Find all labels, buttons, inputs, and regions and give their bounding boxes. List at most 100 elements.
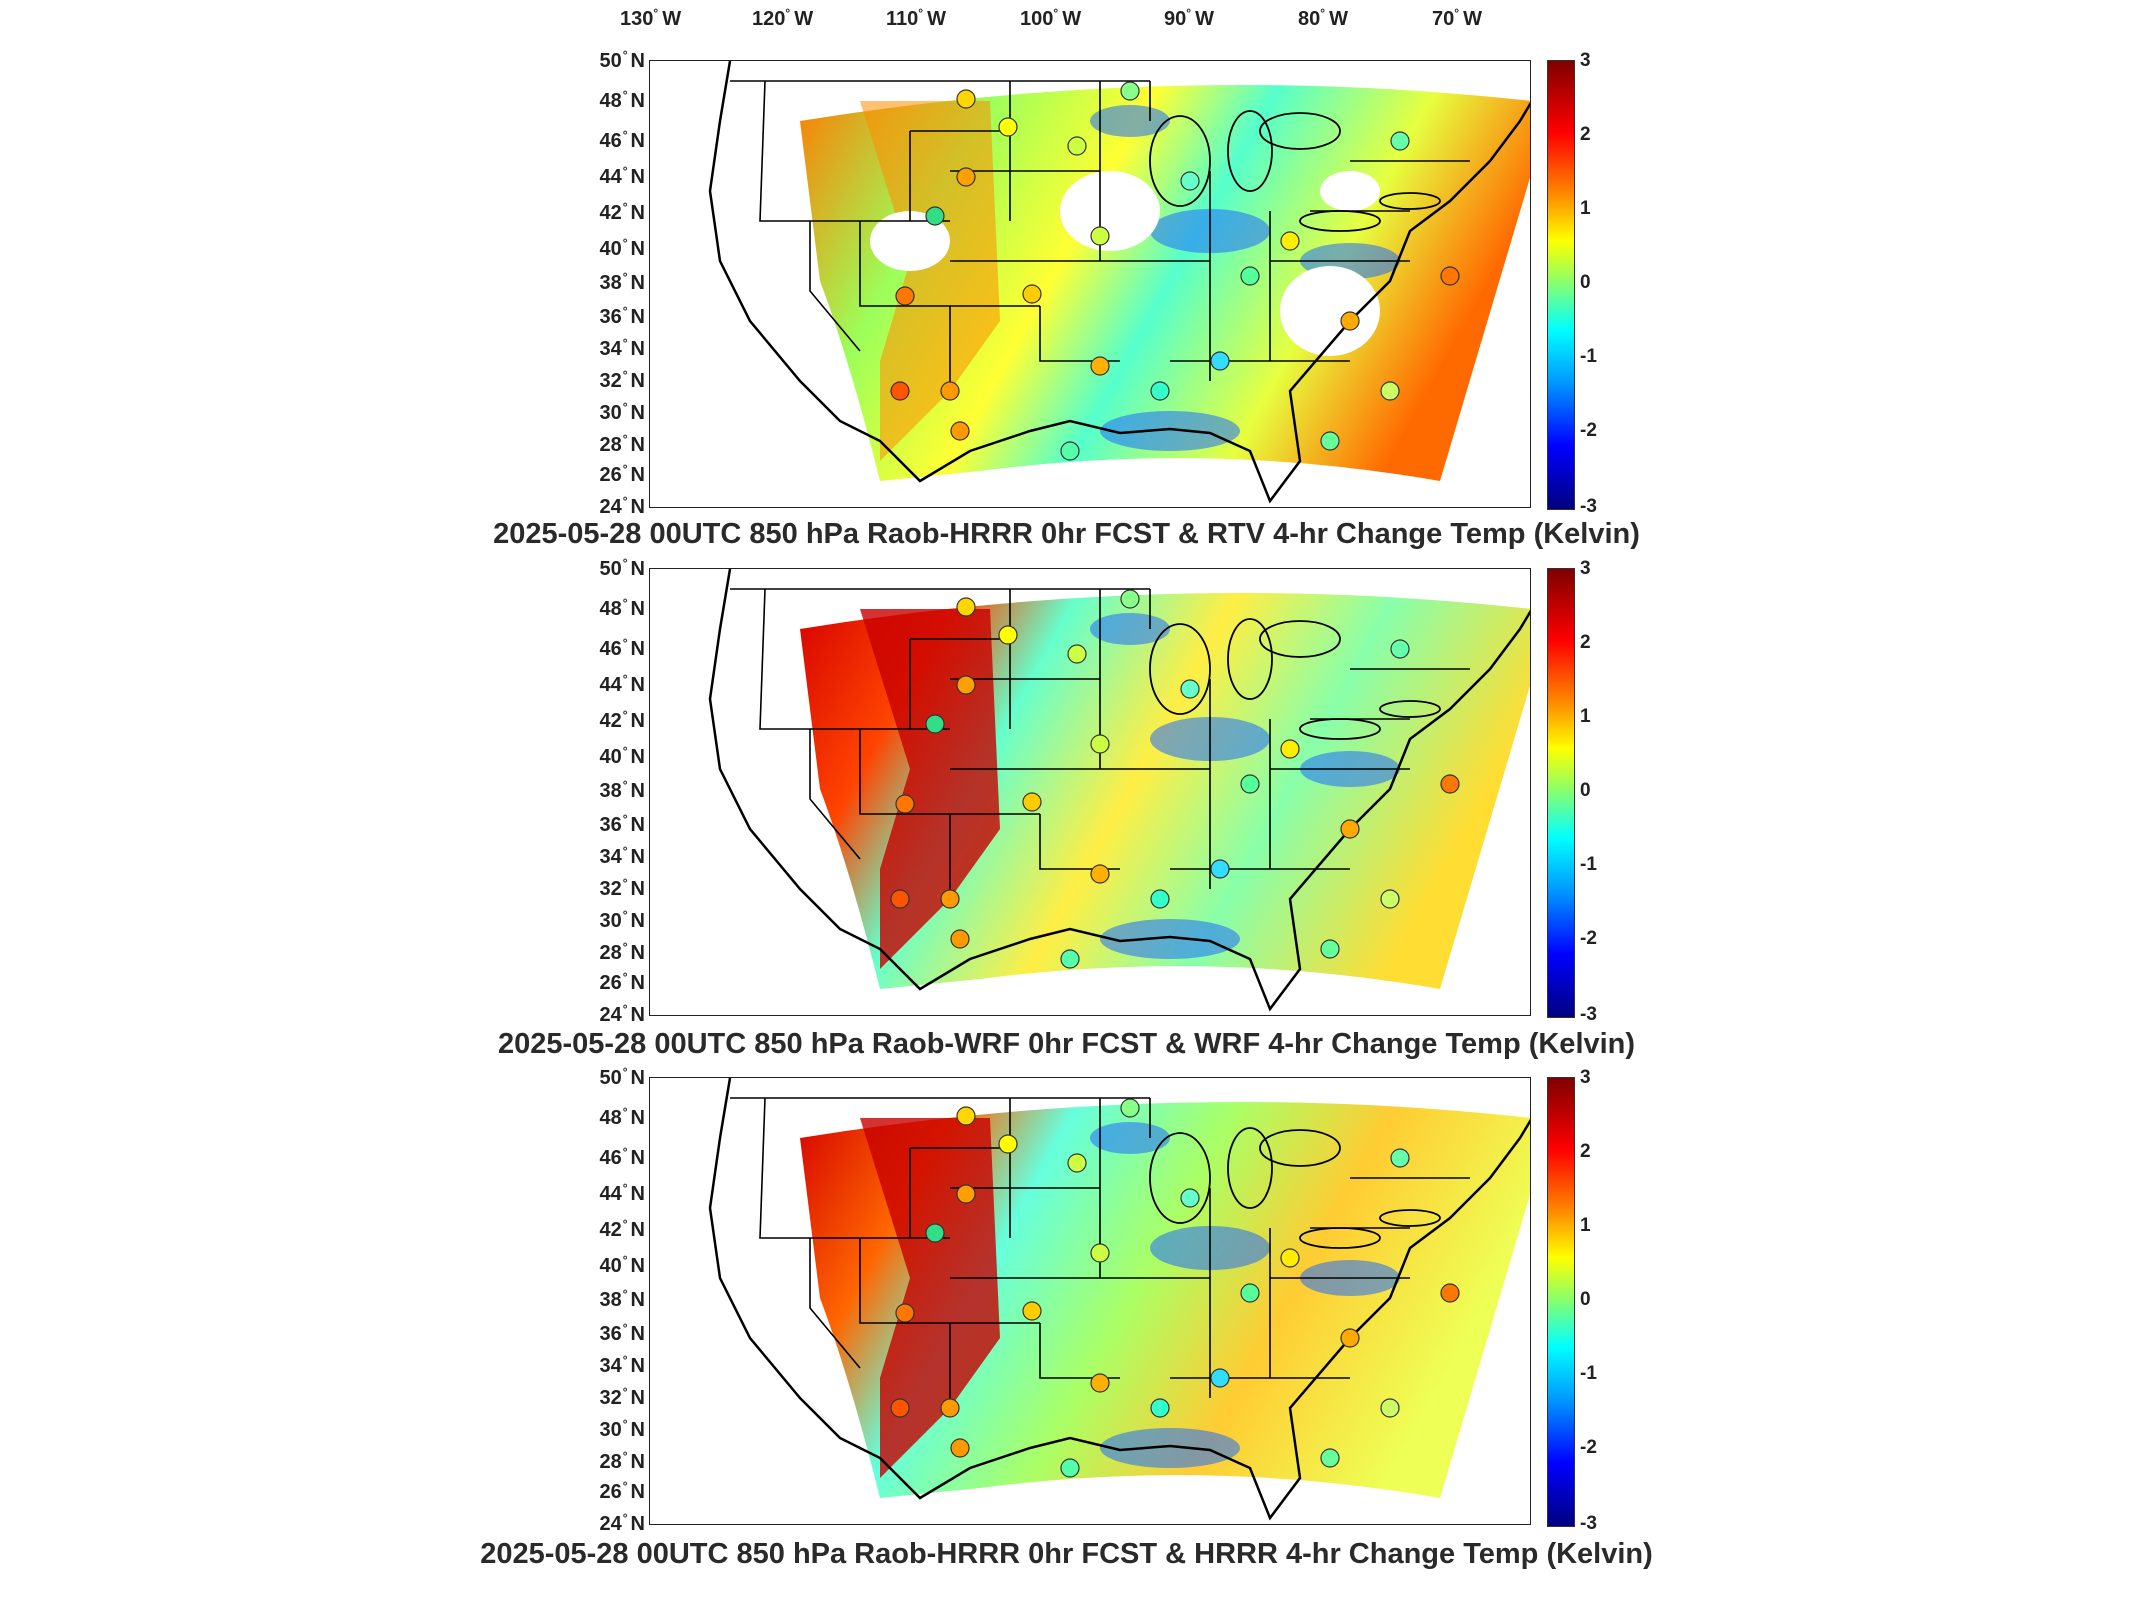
raob-station-marker (940, 381, 960, 401)
raob-station-marker (890, 381, 910, 401)
lat-label-38: 38° N (599, 270, 645, 294)
raob-station-marker (895, 1303, 915, 1323)
raob-station-marker (1440, 266, 1460, 286)
panel-title: 2025-05-28 00UTC 850 hPa Raob-WRF 0hr FC… (497, 1028, 1636, 1060)
great-lake (1299, 210, 1381, 232)
cool-patch (1100, 1428, 1240, 1468)
colorbar-tick--3: -3 (1580, 1513, 1597, 1534)
raob-station-marker (1120, 589, 1140, 609)
colorbar-tick-3: 3 (1580, 50, 1591, 71)
raob-station-marker (1440, 1283, 1460, 1303)
raob-station-marker (925, 206, 945, 226)
raob-station-marker (1210, 351, 1230, 371)
raob-station-marker (1090, 1373, 1110, 1393)
colorbar-tick-1: 1 (1580, 706, 1591, 727)
lat-label-36: 36° N (599, 1321, 645, 1345)
no-data-patch (1320, 171, 1380, 211)
raob-station-marker (1090, 226, 1110, 246)
raob-station-marker (1067, 644, 1087, 664)
lat-label-26: 26° N (599, 1479, 645, 1503)
raob-station-marker (1150, 1398, 1170, 1418)
raob-station-marker (1240, 1283, 1260, 1303)
no-data-patch (1280, 266, 1380, 356)
great-lake (1379, 192, 1441, 210)
map-frame (649, 568, 1531, 1016)
colorbar-tick-2: 2 (1580, 1141, 1591, 1162)
raob-station-marker (956, 89, 976, 109)
lat-label-34: 34° N (599, 1353, 645, 1377)
raob-station-marker (1210, 1368, 1230, 1388)
us-outline (708, 1078, 1530, 1521)
raob-station-marker (1240, 266, 1260, 286)
no-data-patch (1060, 171, 1160, 251)
great-lake (1379, 700, 1441, 718)
lat-label-32: 32° N (599, 1385, 645, 1409)
colorbar-tick--2: -2 (1580, 928, 1597, 949)
colorbar-tick-2: 2 (1580, 124, 1591, 145)
raob-station-marker (1380, 1398, 1400, 1418)
raob-station-marker (1340, 311, 1360, 331)
lat-label-38: 38° N (599, 778, 645, 802)
colorbar-tick-3: 3 (1580, 558, 1591, 579)
lat-label-30: 30° N (599, 400, 645, 424)
cool-patch (1090, 613, 1170, 645)
state-boundaries (730, 588, 1470, 899)
colorbar-tick--1: -1 (1580, 346, 1597, 367)
raob-station-marker (890, 889, 910, 909)
raob-station-marker (956, 597, 976, 617)
state-boundaries (730, 1097, 1470, 1408)
raob-station-marker (1150, 381, 1170, 401)
great-lake (1299, 1227, 1381, 1249)
raob-station-marker (998, 625, 1018, 645)
lat-label-40: 40° N (599, 236, 645, 260)
great-lake (1149, 1132, 1211, 1224)
raob-station-marker (1090, 356, 1110, 376)
great-lake (1227, 110, 1273, 192)
raob-station-marker (1060, 949, 1080, 969)
colorbar-tick--1: -1 (1580, 854, 1597, 875)
lat-label-30: 30° N (599, 1417, 645, 1441)
lat-label-48: 48° N (599, 1105, 645, 1129)
map-frame (649, 1077, 1531, 1525)
lat-label-26: 26° N (599, 970, 645, 994)
lon-label-130: 130° W (620, 6, 682, 30)
great-lake (1149, 115, 1211, 207)
colorbar (1547, 60, 1575, 510)
colorbar-tick-1: 1 (1580, 1215, 1591, 1236)
raob-station-marker (1180, 171, 1200, 191)
lat-label-48: 48° N (599, 596, 645, 620)
colorbar-tick--2: -2 (1580, 420, 1597, 441)
raob-station-marker (1390, 1148, 1410, 1168)
raob-station-marker (890, 1398, 910, 1418)
lat-label-50: 50° N (599, 48, 645, 72)
great-lake (1259, 112, 1341, 150)
great-lake (1149, 623, 1211, 715)
great-lake (1259, 1129, 1341, 1167)
raob-station-marker (956, 167, 976, 187)
lat-label-40: 40° N (599, 744, 645, 768)
raob-station-marker (1340, 819, 1360, 839)
raob-station-marker (895, 286, 915, 306)
lat-label-30: 30° N (599, 908, 645, 932)
warm-band (860, 101, 1000, 461)
temperature-map-1 (708, 61, 1530, 504)
raob-station-marker (940, 889, 960, 909)
raob-station-marker (1090, 734, 1110, 754)
raob-station-marker (956, 1184, 976, 1204)
lat-label-44: 44° N (599, 672, 645, 696)
colorbar-tick-0: 0 (1580, 780, 1591, 801)
cool-patch (1100, 411, 1240, 451)
raob-station-marker (1380, 381, 1400, 401)
lat-label-26: 26° N (599, 462, 645, 486)
raob-station-marker (1180, 679, 1200, 699)
raob-station-marker (1320, 1448, 1340, 1468)
lon-label-100: 100° W (1020, 6, 1082, 30)
warm-band (860, 1118, 1000, 1478)
map-frame (649, 60, 1531, 508)
colorbar (1547, 568, 1575, 1018)
lat-label-28: 28° N (599, 432, 645, 456)
lat-label-42: 42° N (599, 200, 645, 224)
lon-label-120: 120° W (752, 6, 814, 30)
lat-label-42: 42° N (599, 708, 645, 732)
raob-station-marker (1390, 131, 1410, 151)
